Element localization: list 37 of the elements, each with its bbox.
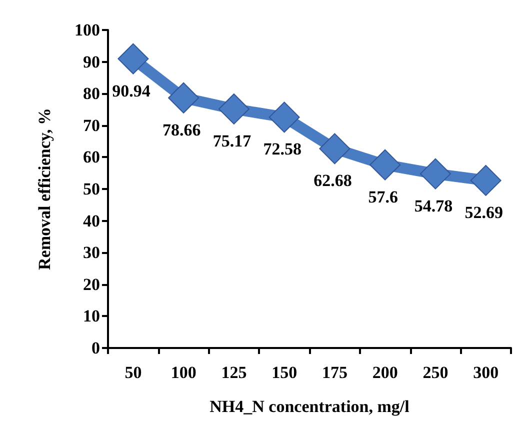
data-label: 54.78	[414, 196, 453, 216]
y-tick-label: 80	[83, 84, 100, 104]
x-tick-label: 100	[170, 363, 196, 382]
point	[370, 149, 401, 180]
data-label: 90.94	[112, 81, 151, 100]
x-tick-label: 300	[473, 363, 499, 382]
y-tick-label: 0	[92, 338, 100, 358]
x-tick-label: 250	[422, 363, 448, 382]
data-label: 62.68	[314, 171, 352, 190]
data-label: 75.17	[212, 131, 252, 150]
y-tick-label: 30	[83, 243, 100, 262]
x-tick-label: 125	[221, 363, 247, 382]
y-tick-label: 50	[83, 180, 100, 198]
y-tick-label: 60	[83, 148, 100, 167]
x-tick-label: 200	[372, 363, 398, 382]
y-tick-label: 20	[83, 274, 100, 294]
point	[319, 133, 350, 164]
x-tick-label: 50	[124, 363, 142, 382]
data-label: 72.58	[263, 140, 302, 159]
point	[470, 164, 502, 196]
point	[268, 102, 300, 133]
x-tick-label: 150	[272, 363, 298, 382]
x-tick-label: 175	[322, 363, 348, 382]
data-label: 52.69	[464, 202, 503, 222]
y-axis-title: Removal efficiency, %	[35, 108, 54, 270]
point	[168, 82, 200, 114]
y-tick-label: 70	[83, 116, 100, 135]
data-label: 78.66	[162, 120, 201, 140]
x-axis-title: NH4_N concentration, mg/l	[210, 397, 410, 416]
y-tick-label: 100	[74, 20, 100, 40]
point	[218, 93, 250, 124]
y-tick-label: 40	[83, 211, 100, 230]
point	[420, 158, 451, 190]
point	[118, 43, 149, 74]
data-label: 57.6	[368, 187, 398, 206]
y-tick-label: 90	[83, 52, 100, 72]
y-tick-label: 10	[83, 306, 100, 326]
